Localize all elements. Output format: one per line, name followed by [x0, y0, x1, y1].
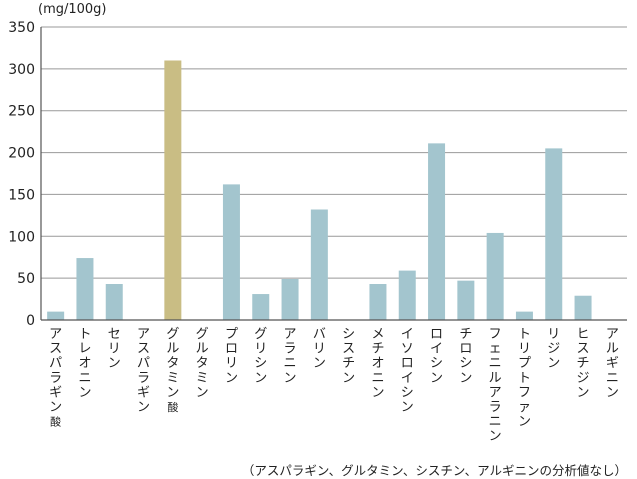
bar — [545, 148, 563, 320]
category-label: プロリン — [225, 327, 238, 386]
category-label: グルタミン — [166, 327, 179, 400]
bar — [281, 278, 299, 320]
category-label: フェニルアラニン — [489, 327, 502, 444]
y-tick-label: 100 — [8, 229, 35, 245]
category-label-suffix: 酸 — [50, 415, 61, 429]
bar — [457, 280, 475, 320]
grid-lines — [41, 26, 627, 279]
axes — [40, 27, 627, 321]
category-labels: アスパラギン酸トレオニンセリンアスパラギングルタミン酸グルタミンプロリングリシン… — [49, 327, 619, 444]
y-tick-label: 350 — [8, 20, 35, 36]
category-label: ヒスチジン — [577, 327, 590, 400]
bar — [164, 60, 182, 320]
bar — [369, 284, 387, 320]
chart-footnote: （アスパラギン、グルタミン、シスチン、アルギニンの分析値なし） — [241, 463, 627, 478]
y-tick-label: 300 — [8, 62, 35, 78]
y-tick-labels: 0 50 100 150 200 250 300 350 — [8, 20, 35, 329]
category-label: アスパラギン — [49, 327, 62, 415]
category-label: アスパラギン — [137, 327, 150, 415]
y-tick-label: 250 — [8, 104, 35, 120]
bar — [398, 270, 416, 320]
category-label: トレオニン — [78, 327, 91, 400]
bars — [47, 60, 592, 320]
y-tick-label: 150 — [8, 187, 35, 203]
category-label: トリプトファン — [518, 327, 531, 430]
category-label: アラニン — [284, 327, 297, 386]
category-label: バリン — [313, 327, 326, 371]
category-label: グルタミン — [196, 327, 209, 400]
category-label: リジン — [547, 327, 560, 371]
category-label: セリン — [108, 327, 121, 371]
y-unit-label: (mg/100g) — [38, 2, 107, 17]
bar — [47, 311, 65, 320]
category-label: シスチン — [342, 327, 355, 386]
bar — [310, 209, 328, 320]
bar — [486, 232, 504, 320]
category-label: チロシン — [459, 327, 472, 386]
category-label: ロイシン — [430, 327, 443, 386]
bar — [105, 284, 123, 320]
bar — [76, 258, 94, 320]
y-tick-label: 200 — [8, 146, 35, 162]
bar — [252, 294, 270, 320]
category-label-suffix: 酸 — [167, 400, 178, 414]
category-label: メチオニン — [371, 327, 384, 400]
category-label: イソロイシン — [401, 327, 414, 415]
bar — [515, 311, 533, 320]
bar — [574, 295, 592, 320]
bar — [428, 143, 446, 320]
y-tick-label: 50 — [17, 271, 35, 287]
y-tick-label: 0 — [26, 313, 35, 329]
category-label: グリシン — [254, 327, 267, 386]
bar — [222, 184, 240, 320]
category-label: アルギニン — [606, 327, 619, 400]
